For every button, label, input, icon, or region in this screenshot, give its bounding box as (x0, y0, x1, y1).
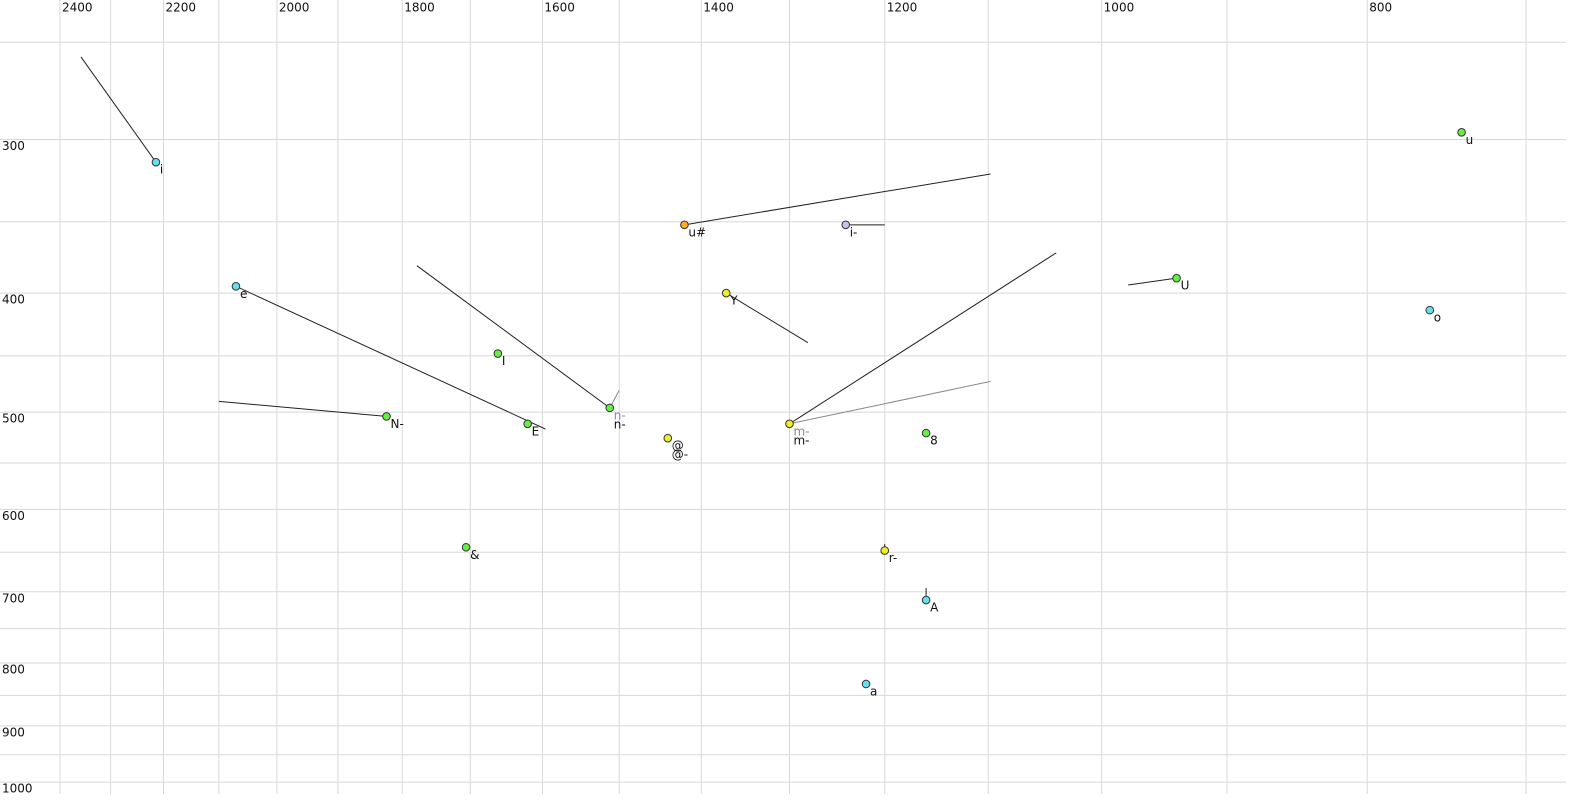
y-tick-label: 700 (2, 591, 25, 605)
vowel-label: i- (850, 225, 858, 239)
vowel-point (921, 595, 931, 605)
vowel-point (231, 282, 241, 291)
vowel-label: n- (614, 417, 626, 431)
x-tick-label: 800 (1369, 1, 1392, 15)
trajectory (684, 173, 991, 226)
vowel-label: u# (688, 225, 706, 239)
y-tick-label: 400 (2, 293, 25, 307)
vowel-label: a (870, 684, 877, 698)
vowel-label: I (502, 354, 506, 368)
x-tick-label: 2400 (62, 1, 93, 15)
vowel-point (921, 428, 931, 438)
vowel-point (382, 412, 391, 421)
x-tick-label: 1200 (887, 1, 918, 15)
vowel-point (841, 220, 851, 230)
vowel-point (663, 433, 673, 443)
trajectory (80, 56, 157, 163)
trajectory (1128, 277, 1177, 286)
vowel-point (605, 403, 615, 413)
vowel-label: N- (391, 417, 404, 431)
x-tick-label: 2000 (279, 1, 310, 15)
vowel-point (493, 349, 503, 358)
trajectory (789, 252, 1057, 425)
trajectory (725, 292, 809, 344)
vowel-label: r- (889, 551, 898, 565)
vowel-point (785, 419, 794, 429)
x-tick-label: 1800 (404, 1, 435, 15)
vowel-label: @ (672, 439, 684, 453)
y-tick-label: 900 (2, 725, 25, 739)
x-tick-label: 1400 (703, 1, 734, 15)
vowel-point (1172, 273, 1181, 283)
y-tick-label: 1000 (2, 782, 33, 796)
vowel-point (461, 542, 471, 552)
x-tick-label: 1000 (1104, 1, 1135, 15)
vowel-point (523, 419, 532, 429)
x-tick-label: 1600 (544, 1, 575, 15)
x-tick-label: 2200 (165, 1, 196, 15)
trajectory (416, 265, 611, 409)
trajectory (235, 285, 546, 430)
vowel-label: @- (672, 448, 688, 462)
vowel-label: m- (793, 424, 809, 438)
vowel-label: & (470, 548, 479, 562)
vowel-label: i (160, 163, 163, 177)
vowel-label: Y (729, 294, 738, 308)
vowel-point (861, 679, 871, 689)
trajectory (218, 400, 387, 417)
vowel-label: E (532, 424, 540, 438)
vowel-point (1425, 305, 1435, 315)
vowel-point (880, 546, 890, 555)
vowel-label: 8 (930, 434, 938, 448)
vowel-point (721, 288, 731, 298)
vowel-label: m- (793, 433, 809, 447)
vowel-point (151, 157, 161, 167)
vowel-label: A (930, 601, 939, 615)
vowel-label: o (1434, 311, 1441, 325)
vowel-label: e (240, 287, 247, 301)
vowel-point (680, 220, 689, 230)
vowel-label: u (1466, 133, 1474, 147)
y-tick-label: 600 (2, 509, 25, 523)
vowel-label: n- (614, 408, 626, 422)
y-tick-label: 300 (2, 139, 25, 153)
vowel-point (1457, 128, 1466, 137)
y-tick-label: 500 (2, 412, 25, 426)
y-tick-label: 800 (2, 663, 25, 677)
trajectory (789, 380, 991, 425)
vowel-label: U (1181, 279, 1190, 293)
